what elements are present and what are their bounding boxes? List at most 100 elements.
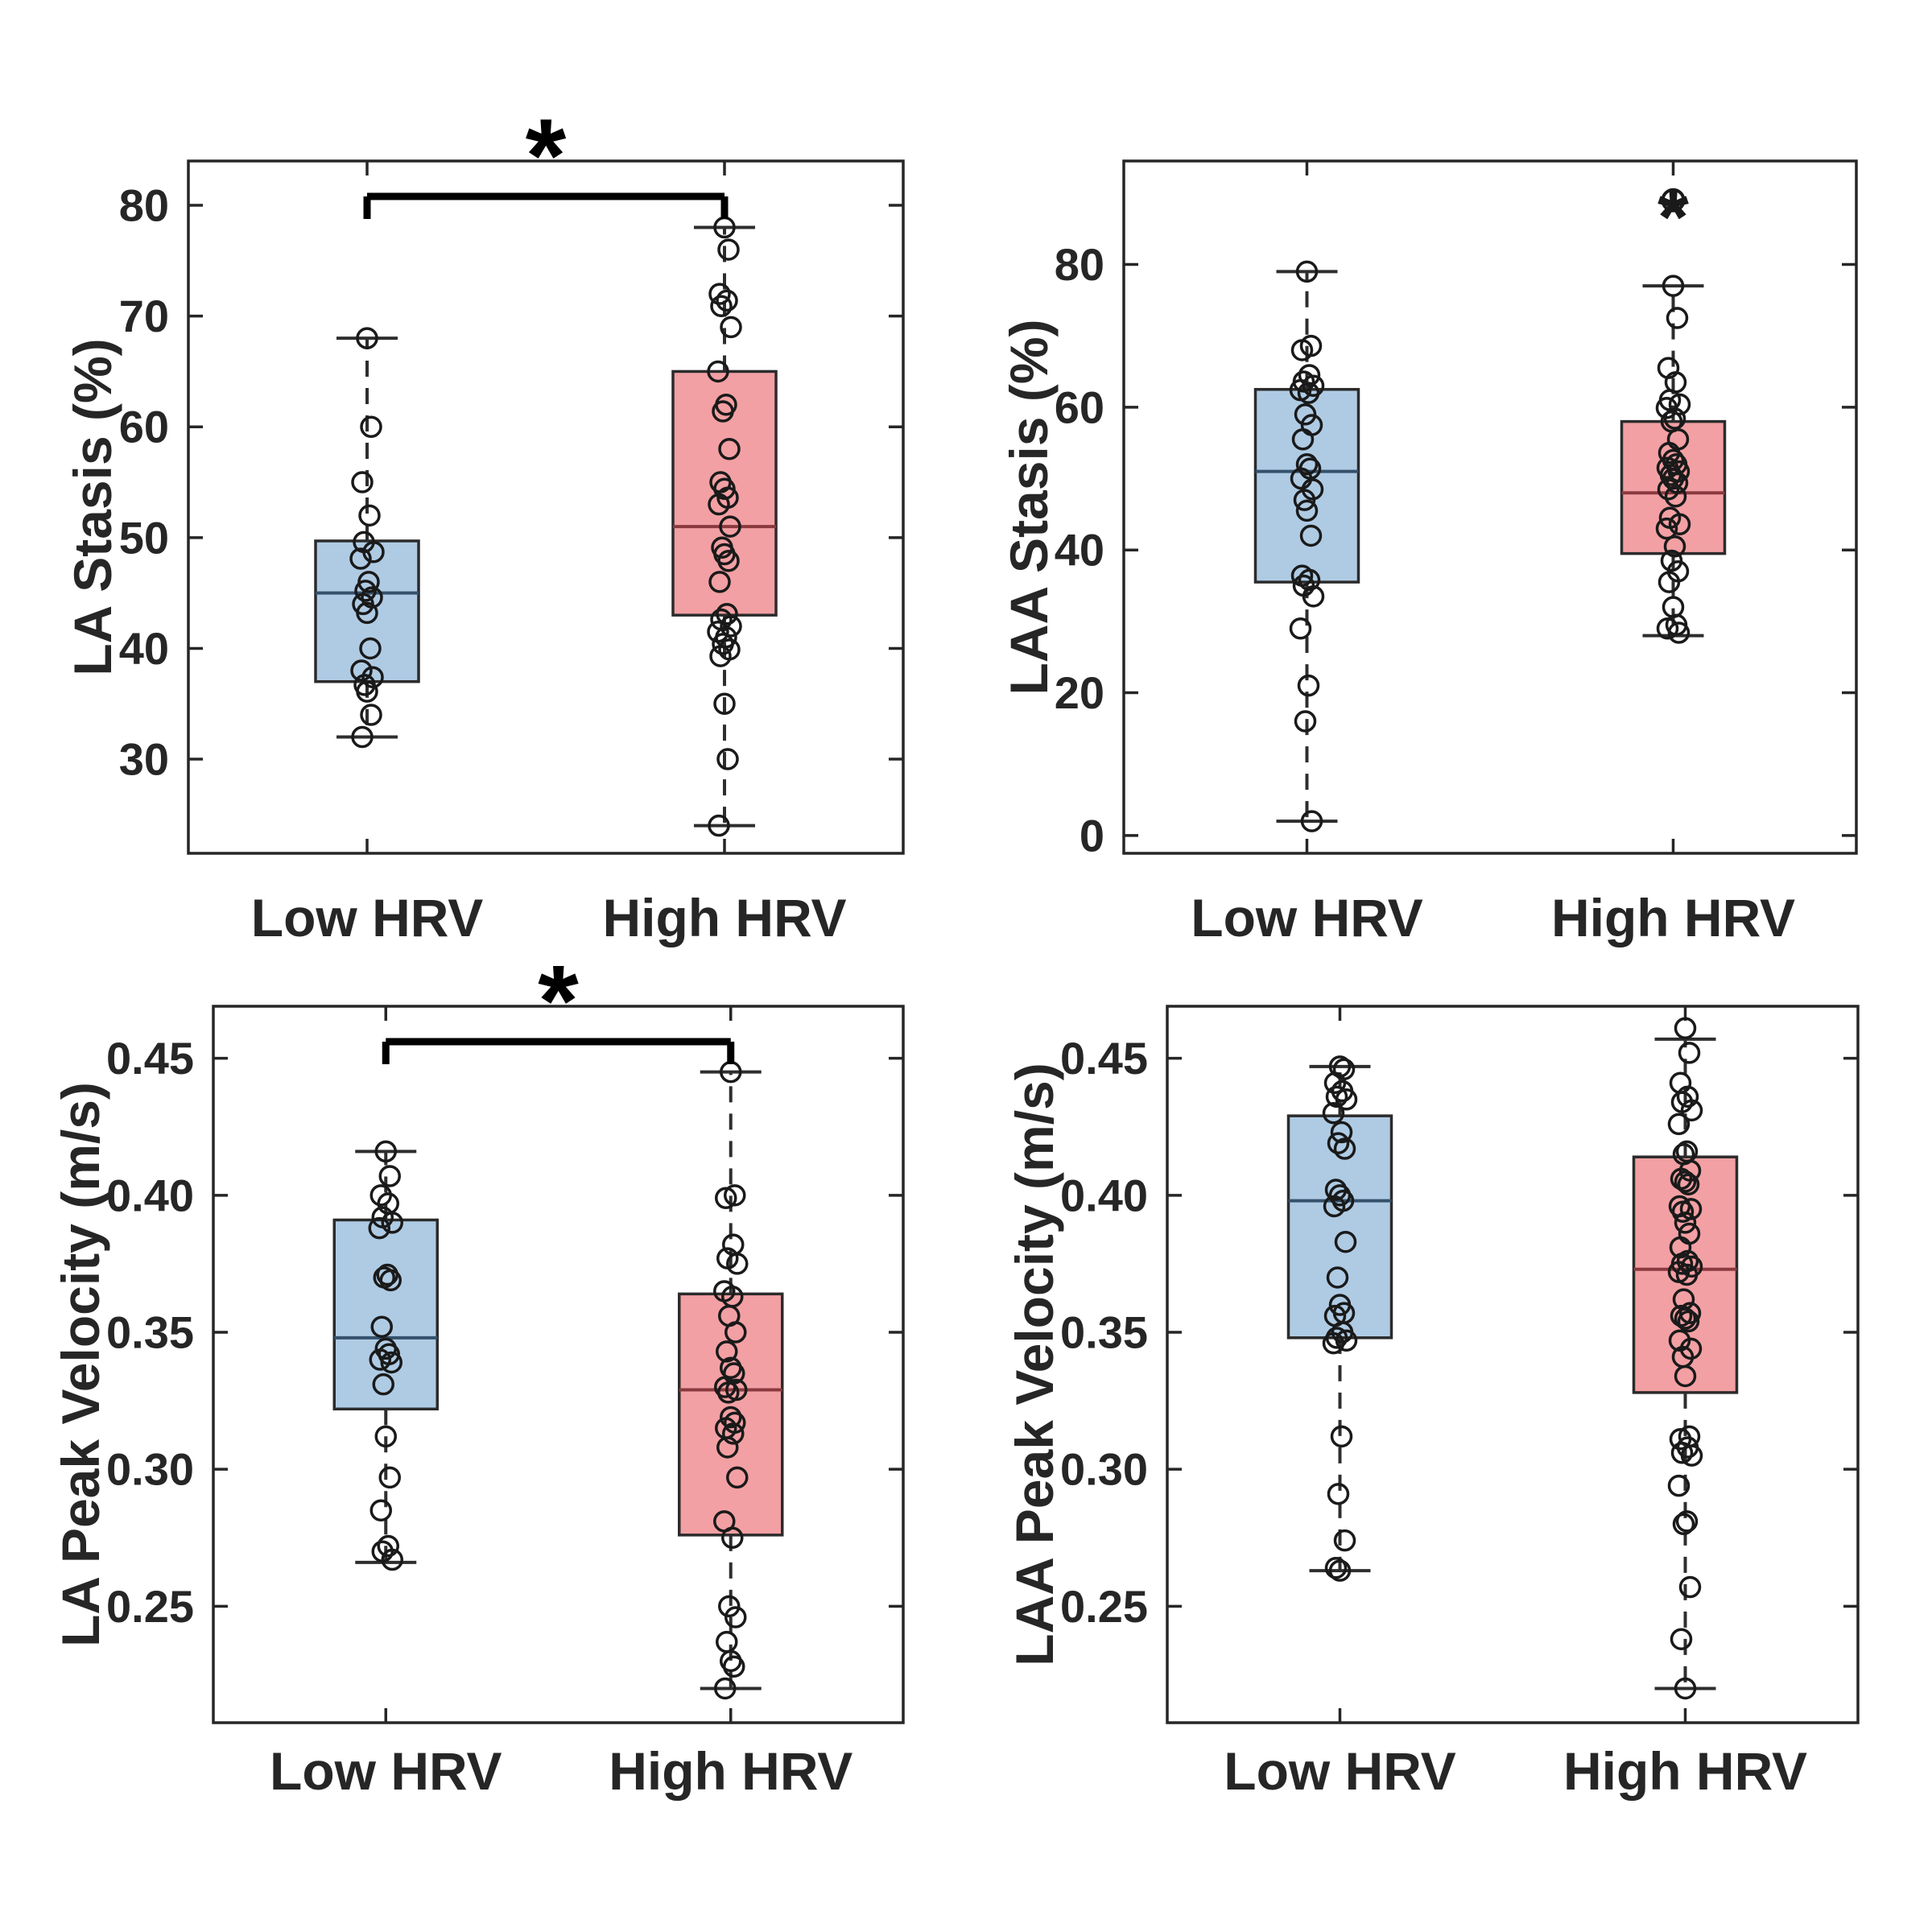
data-point [1302, 585, 1325, 608]
data-point [1662, 275, 1685, 297]
x-category-label-low-hrv: Low HRV [270, 1741, 502, 1801]
data-point [709, 645, 732, 667]
outlier-circle-marker [1661, 188, 1686, 213]
data-point [1670, 1442, 1694, 1464]
data-point [716, 1340, 738, 1363]
data-point [717, 549, 740, 572]
data-point [1678, 1042, 1701, 1064]
boxplot-low-hrv [314, 327, 420, 749]
data-point [708, 283, 731, 305]
data-point [1299, 524, 1323, 547]
data-point [354, 580, 377, 602]
y-axis-label: LA Peak Velocity (m/s) [51, 1082, 110, 1647]
data-point [374, 1140, 397, 1163]
data-point [1674, 1170, 1697, 1193]
data-point [714, 1677, 737, 1700]
data-point [370, 1315, 393, 1338]
data-point [724, 1321, 747, 1344]
data-point [1335, 1088, 1358, 1111]
data-point [1295, 260, 1319, 283]
data-point [1294, 710, 1317, 733]
panel-laa-peak-velocity: 0.25 0.30 0.35 0.40 0.45 Low HRV High HRV LAA P… [966, 966, 1932, 1932]
data-point [1672, 1513, 1695, 1536]
data-point [1667, 621, 1690, 644]
data-point [1322, 1331, 1345, 1355]
data-point [1330, 1121, 1353, 1144]
data-point [717, 238, 740, 261]
data-point [1668, 513, 1691, 536]
data-point [362, 540, 385, 564]
x-category-label-high-hrv: High HRV [609, 1741, 852, 1801]
data-point [1663, 535, 1686, 558]
data-point [374, 1425, 397, 1448]
data-point [1674, 1677, 1697, 1700]
data-point [369, 1348, 391, 1371]
data-point [724, 1184, 746, 1207]
data-point [718, 1595, 741, 1618]
data-point [1298, 568, 1321, 592]
data-point [1676, 1085, 1699, 1108]
data-point [380, 1351, 402, 1374]
data-point [1663, 407, 1686, 430]
data-point [379, 1269, 402, 1292]
data-point [708, 493, 730, 516]
y-tick-label: 60 [119, 402, 169, 452]
y-axis-label: LAA Stasis (%) [999, 320, 1059, 696]
y-axis-label: LA Stasis (%) [63, 338, 122, 675]
outlier-asterisk-marker: * [1657, 172, 1689, 262]
data-point [1294, 402, 1317, 426]
y-tick-label: 40 [1055, 525, 1104, 576]
data-point [1670, 1628, 1693, 1650]
y-tick-label: 20 [1055, 667, 1104, 718]
data-point [356, 327, 378, 349]
data-point [1660, 549, 1683, 572]
laa-stasis-plot: 0 20 40 60 80 Low HRV High HRV LAA Stasis (%) * [999, 159, 1858, 947]
data-point [351, 471, 374, 493]
data-point [1657, 571, 1681, 593]
data-point [1675, 1263, 1699, 1286]
data-point [710, 295, 733, 318]
data-point [1680, 1099, 1703, 1122]
data-point [721, 1526, 744, 1550]
data-point [1330, 1425, 1353, 1448]
y-tick-label: 0.30 [106, 1444, 194, 1495]
data-point [369, 1499, 392, 1521]
data-point [1678, 1302, 1702, 1324]
data-point [378, 1466, 401, 1489]
data-point [1297, 674, 1320, 697]
data-point [716, 603, 738, 625]
data-point [1324, 1179, 1348, 1201]
data-point [1664, 485, 1687, 508]
data-point [1333, 1137, 1356, 1160]
data-point [1323, 1195, 1346, 1218]
data-point [1677, 1310, 1700, 1333]
data-point [716, 748, 739, 770]
data-point [724, 1606, 747, 1629]
y-tick-label: 60 [1055, 382, 1104, 432]
plot-border [212, 1005, 905, 1724]
data-point [360, 704, 382, 726]
data-point [1300, 810, 1323, 832]
data-point [1295, 453, 1319, 476]
data-point [716, 1630, 738, 1653]
panel-laa-stasis: 0 20 40 60 80 Low HRV High HRV LAA Stasis (%) * [966, 0, 1932, 966]
data-point [1335, 1329, 1358, 1352]
boxplot-high-hrv: * [1620, 172, 1727, 644]
y-tick-label: 0.30 [1060, 1444, 1148, 1495]
y-tick-label: 0.40 [106, 1170, 194, 1220]
data-point [1674, 1017, 1697, 1039]
data-point [1291, 428, 1315, 451]
y-tick-label: 30 [119, 734, 169, 785]
plot-border [1122, 159, 1858, 855]
x-category-label-low-hrv: Low HRV [251, 888, 483, 947]
data-point [712, 400, 734, 423]
boxplot-low-hrv [1253, 260, 1360, 832]
data-point [351, 725, 374, 749]
significance-bracket: * [363, 97, 729, 219]
data-point [1333, 1529, 1356, 1552]
y-tick-label: 0.25 [106, 1581, 194, 1632]
boxplot-high-hrv [678, 1060, 784, 1700]
y-tick-label: 70 [119, 291, 169, 341]
y-tick-label: 0.35 [106, 1307, 194, 1358]
data-point [1328, 1559, 1352, 1582]
